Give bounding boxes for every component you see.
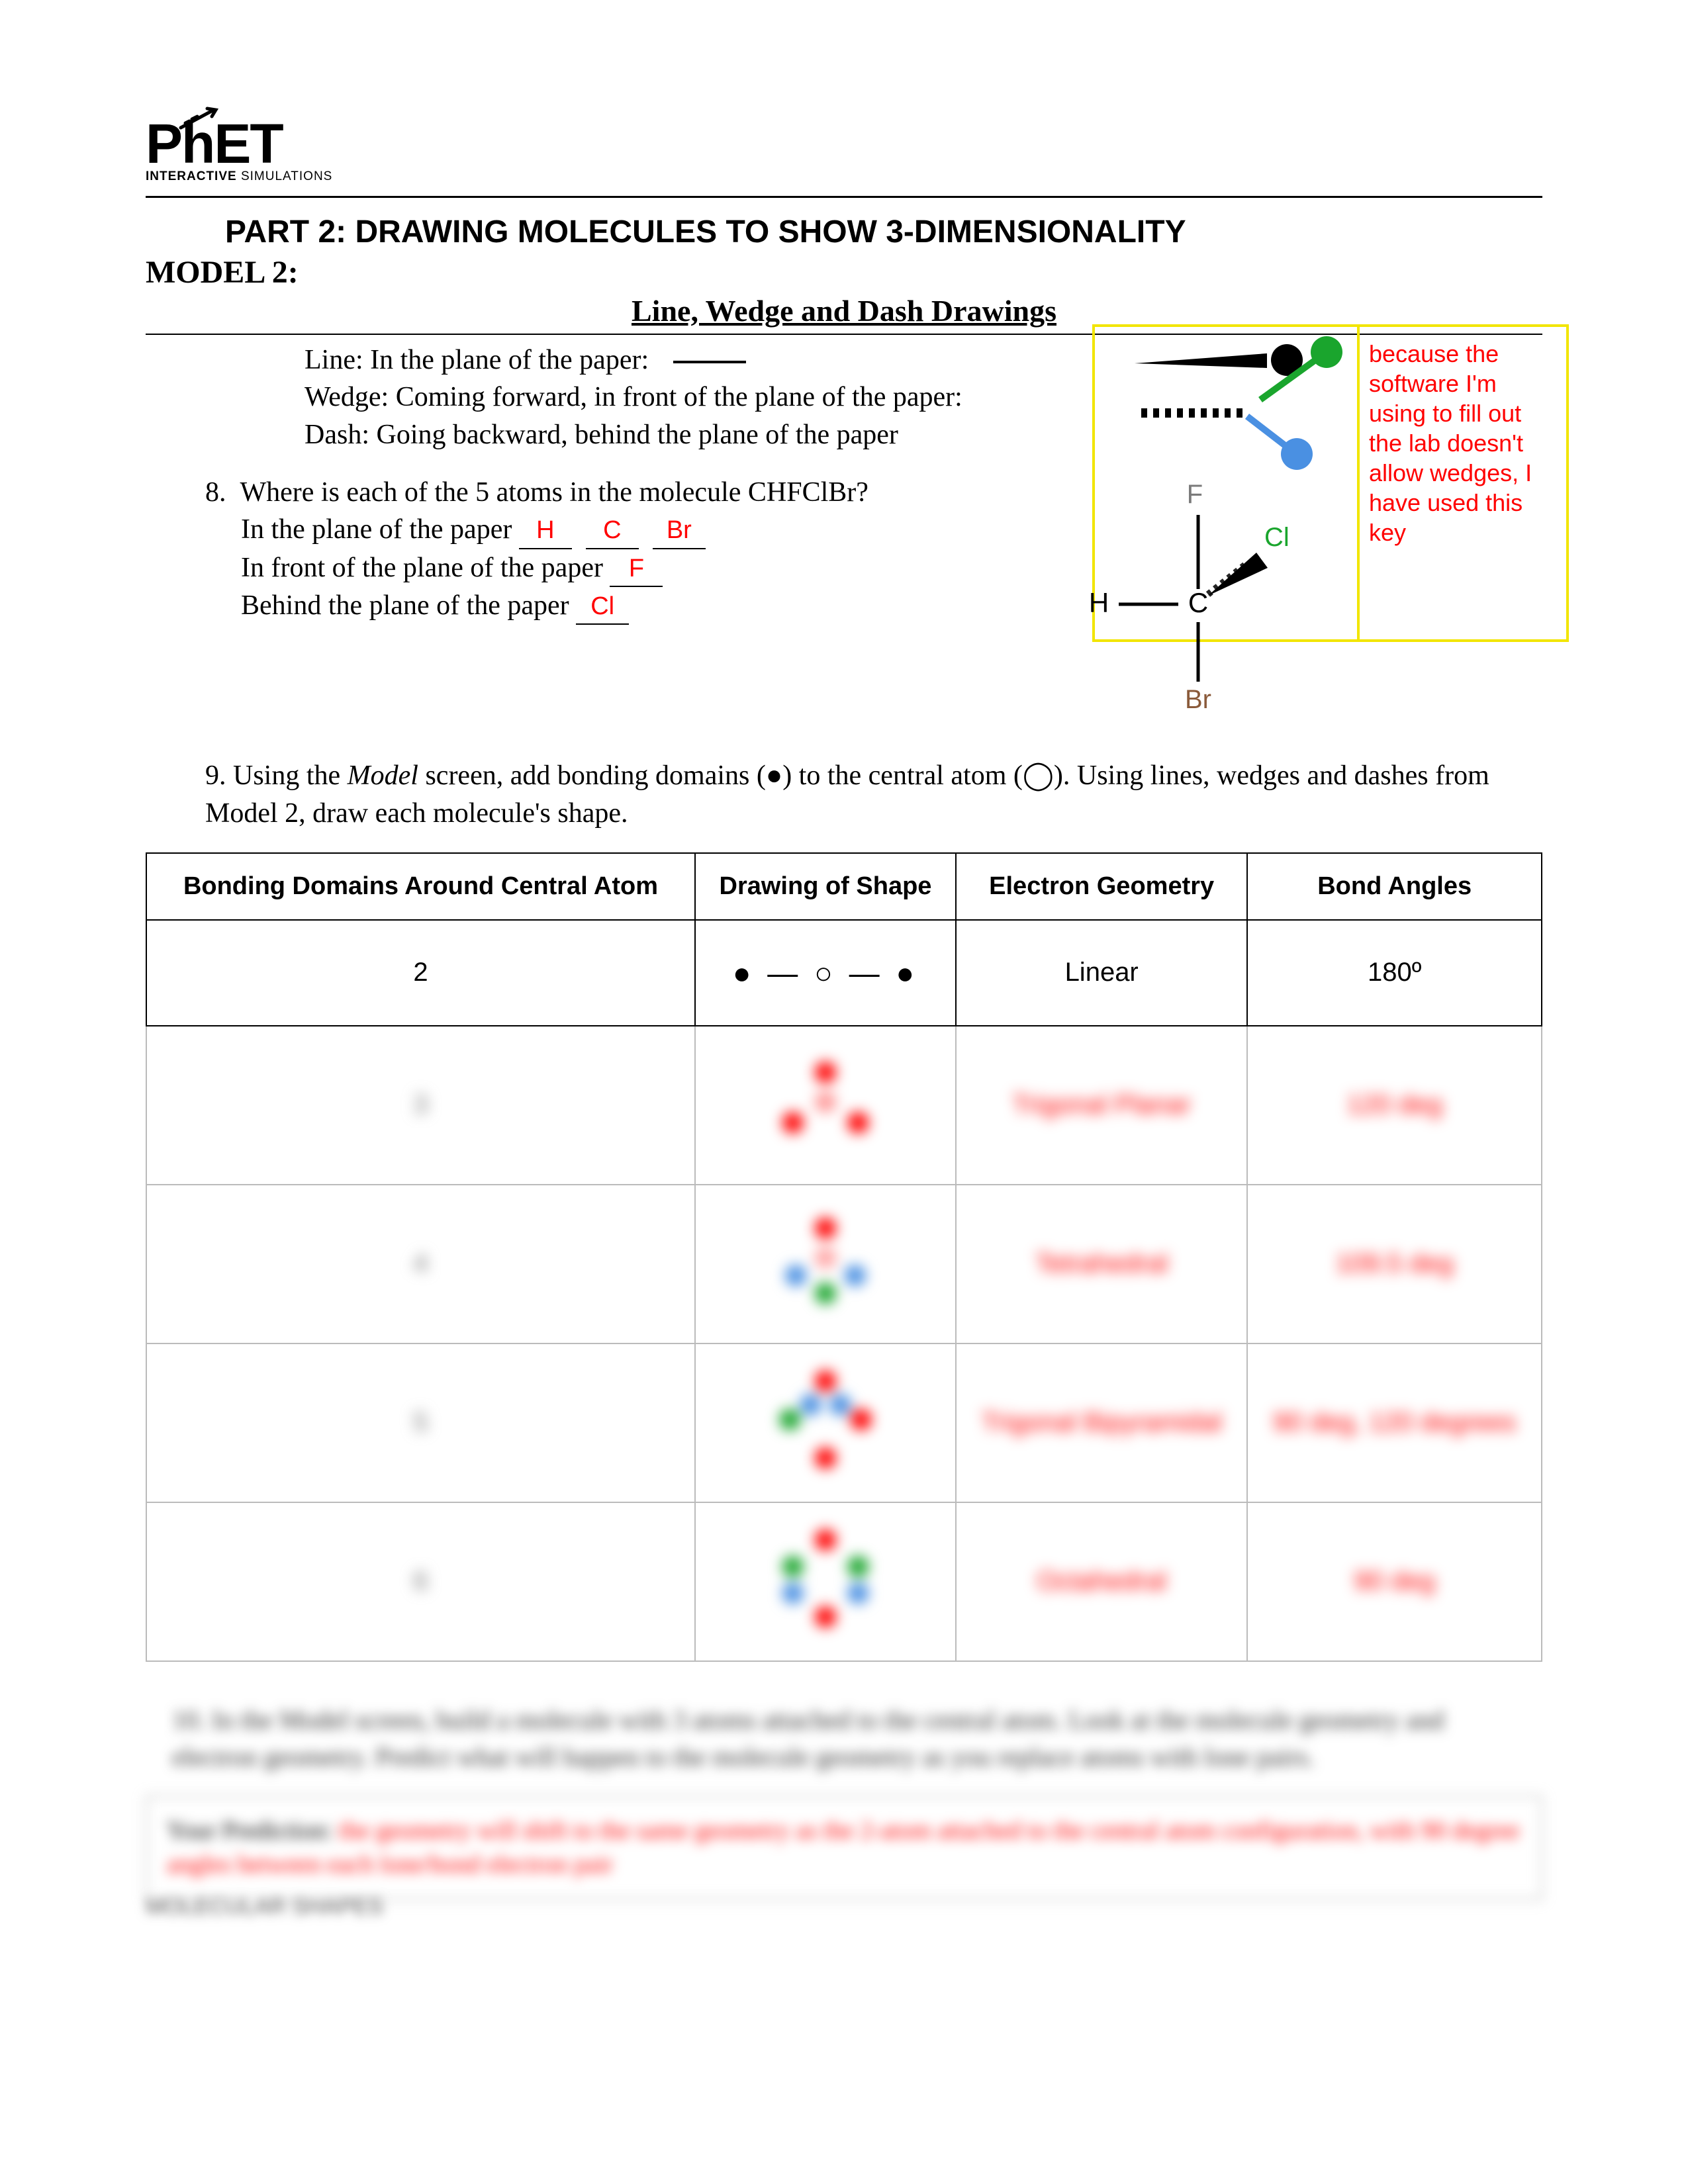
cell: ● — ○ — ● (695, 920, 956, 1026)
model-title: MODEL 2: (146, 254, 1542, 291)
answer: Cl (576, 590, 629, 625)
answer: H (519, 514, 572, 549)
logo-text: PhET (146, 119, 1542, 169)
cell (695, 1026, 956, 1185)
phet-logo: PhET INTERACTIVE SIMULATIONS (146, 119, 1542, 184)
cell: Trigonal Planar (956, 1026, 1247, 1185)
footer-text: MOLECULAR SHAPES (146, 1894, 383, 1920)
logo-subtitle: INTERACTIVE SIMULATIONS (146, 169, 1542, 184)
geometry-table: Bonding Domains Around Central Atom Draw… (146, 852, 1542, 1662)
svg-text:Cl: Cl (1264, 523, 1289, 552)
table-row: 2 ● — ○ — ● Linear 180º (146, 920, 1542, 1026)
blurred-prediction-box: Your Prediction: the geometry will shift… (146, 1796, 1542, 1901)
molecule-diagram: F Cl H C Br (1079, 483, 1317, 721)
cell (695, 1343, 956, 1502)
cell: Tetrahedral (956, 1185, 1247, 1343)
cell (695, 1185, 956, 1343)
col-header: Drawing of Shape (695, 853, 956, 920)
cell: Octahedral (956, 1502, 1247, 1661)
cell: 90 deg (1247, 1502, 1542, 1661)
svg-text:C: C (1188, 587, 1208, 618)
table-row: 6 Octahedral90 deg (146, 1502, 1542, 1661)
divider (146, 196, 1542, 198)
svg-text:F: F (1187, 483, 1203, 509)
blurred-question: 10. In the Model screen, build a molecul… (146, 1702, 1542, 1776)
answer: Br (653, 514, 706, 549)
subtitle: Line, Wedge and Dash Drawings (146, 293, 1542, 328)
cell (695, 1502, 956, 1661)
cell: 90 deg, 120 degrees (1247, 1343, 1542, 1502)
col-header: Bonding Domains Around Central Atom (146, 853, 695, 920)
answer: C (586, 514, 639, 549)
cell: 2 (146, 920, 695, 1026)
cell: 120 deg (1247, 1026, 1542, 1185)
answer: F (610, 552, 663, 587)
table-row: 3 Trigonal Planar120 deg (146, 1026, 1542, 1185)
cell: 4 (146, 1185, 695, 1343)
svg-text:H: H (1089, 587, 1109, 618)
cell: 109.5 deg (1247, 1185, 1542, 1343)
col-header: Bond Angles (1247, 853, 1542, 920)
cell: 180º (1247, 920, 1542, 1026)
cell: Trigonal Bipyramidal (956, 1343, 1247, 1502)
question-9: 9. Using the Model screen, add bonding d… (205, 757, 1542, 832)
col-header: Electron Geometry (956, 853, 1247, 920)
table-row: 4 Tetrahedral109.5 deg (146, 1185, 1542, 1343)
svg-text:Br: Br (1185, 685, 1211, 714)
cell: 5 (146, 1343, 695, 1502)
part-title: PART 2: DRAWING MOLECULES TO SHOW 3-DIME… (225, 214, 1542, 250)
cell: 3 (146, 1026, 695, 1185)
cell: Linear (956, 920, 1247, 1026)
key-note: because the software I'm using to fill o… (1360, 327, 1566, 639)
table-row: 5 Trigonal Bipyramidal90 deg, 120 degrees (146, 1343, 1542, 1502)
cell: 6 (146, 1502, 695, 1661)
